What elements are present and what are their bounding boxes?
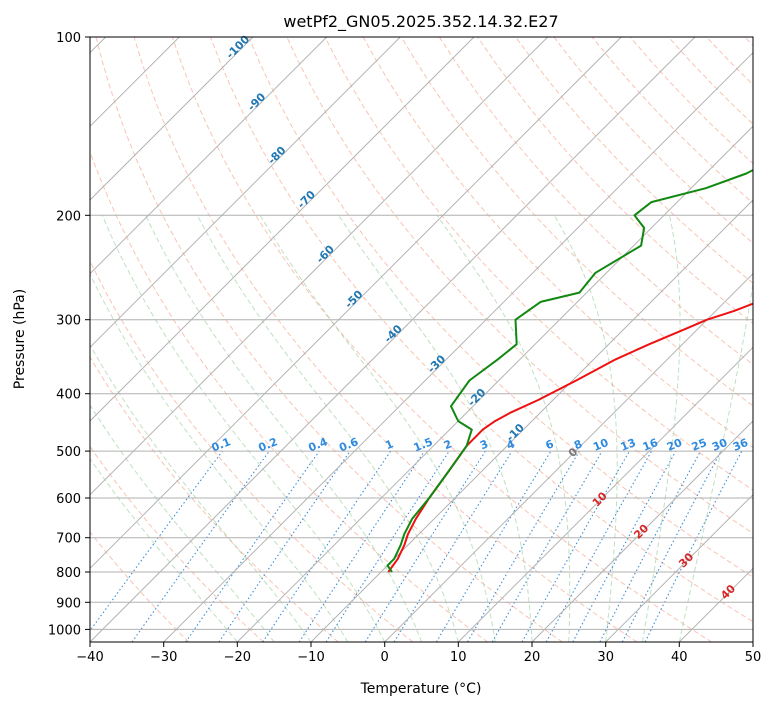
mixing-ratio-label: 36 — [731, 436, 750, 454]
isotherm — [90, 37, 475, 422]
mixing-ratio-label: 30 — [710, 436, 729, 454]
x-tick-label: −30 — [150, 650, 177, 665]
moist-adiabat — [90, 343, 312, 642]
dry-adiabat — [95, 37, 563, 642]
mixing-ratio-line — [131, 450, 270, 642]
mixing-ratio-line — [393, 450, 513, 642]
x-tick-label: 30 — [597, 650, 614, 665]
y-tick-label: 100 — [56, 31, 81, 46]
mixing-ratio-label: 20 — [665, 436, 684, 454]
mixing-ratio-line — [218, 450, 351, 642]
plot-area — [90, 37, 753, 642]
y-tick-label: 700 — [56, 532, 81, 547]
y-tick-label: 300 — [56, 314, 81, 329]
chart-title: wetPf2_GN05.2025.352.14.32.E27 — [283, 12, 558, 32]
mixing-ratio-line — [325, 450, 450, 642]
dry-adiabat — [438, 37, 753, 366]
dry-adiabat — [515, 37, 753, 284]
isotherm — [90, 37, 328, 275]
x-tick-label: 20 — [524, 650, 541, 665]
y-axis-label: Pressure (hPa) — [12, 289, 28, 389]
dry-adiabat — [90, 531, 190, 642]
mixing-ratio-label: 10 — [591, 436, 610, 454]
x-axis-label: Temperature (°C) — [360, 681, 482, 697]
mixing-ratio-label: 1 — [383, 437, 395, 452]
mixing-ratio-label: 3 — [478, 437, 490, 452]
x-tick-label: −10 — [297, 650, 324, 665]
mixing-ratio-label: 25 — [690, 436, 709, 454]
mixing-ratio-line — [545, 450, 653, 642]
dry-adiabat — [171, 37, 712, 642]
isotherm — [384, 272, 753, 642]
moist-adiabat — [553, 215, 618, 642]
moist-adiabat — [145, 215, 422, 642]
isotherm — [236, 125, 753, 642]
x-axis-ticks: −40 −30 −20 −10 0 10 20 30 40 50 — [76, 642, 761, 665]
isotherm — [531, 420, 753, 642]
x-tick-label: 50 — [745, 650, 762, 665]
y-tick-label: 500 — [56, 445, 81, 460]
isotherm — [310, 199, 753, 642]
dry-adiabat — [133, 37, 638, 642]
dry-adiabat — [210, 37, 753, 623]
mixing-ratio-label: 2 — [442, 437, 454, 452]
mixing-ratio-line — [298, 450, 425, 642]
x-tick-label: 10 — [450, 650, 467, 665]
isotherm — [90, 37, 696, 642]
background-lines — [90, 37, 753, 642]
y-tick-label: 200 — [56, 209, 81, 224]
mixing-ratio-line — [521, 450, 630, 642]
moist-adiabat — [338, 215, 533, 642]
mixing-ratio-line — [644, 450, 743, 642]
dry-adiabat — [324, 37, 753, 491]
isotherm — [90, 37, 549, 496]
dry-adiabat — [90, 445, 264, 642]
profile-series — [386, 168, 753, 573]
dry-adiabat — [248, 37, 753, 578]
x-tick-label: 0 — [381, 650, 389, 665]
dry-adiabat — [400, 37, 753, 407]
y-tick-label: 1000 — [48, 623, 81, 638]
mixing-ratio-line — [90, 450, 223, 632]
moist-adiabat — [678, 280, 753, 642]
isotherm — [90, 37, 254, 201]
series-line-dewpoint — [386, 168, 753, 573]
y-axis-ticks: 100 200 300 400 500 600 700 800 900 1000 — [48, 31, 90, 638]
mixing-ratio-label: 16 — [641, 436, 660, 454]
dry-adiabat — [90, 356, 339, 642]
dry-adiabat — [90, 150, 488, 642]
y-tick-label: 800 — [56, 566, 81, 581]
moist-adiabat — [642, 215, 681, 642]
x-tick-label: −40 — [76, 650, 103, 665]
y-tick-label: 600 — [56, 492, 81, 507]
mixing-ratio-line — [185, 450, 320, 642]
moist-adiabat — [196, 215, 459, 642]
y-tick-label: 900 — [56, 596, 81, 611]
x-tick-label: 40 — [671, 650, 688, 665]
mixing-ratio-label: 8 — [572, 437, 584, 452]
isotherm — [605, 493, 753, 642]
moist-adiabat — [101, 215, 386, 642]
grid-lines — [90, 37, 753, 642]
isotherm — [457, 346, 753, 642]
y-tick-label: 400 — [56, 388, 81, 403]
mixing-ratio-line — [572, 450, 677, 642]
moist-adiabat — [90, 457, 238, 642]
isotherm — [90, 37, 401, 349]
isotherm — [90, 37, 622, 570]
plot-frame — [89, 36, 754, 643]
mixing-ratio-label: 13 — [619, 436, 638, 454]
isotherm — [163, 51, 753, 642]
x-tick-label: −20 — [224, 650, 251, 665]
moist-adiabat — [259, 215, 496, 642]
mixing-ratio-line — [262, 450, 392, 642]
